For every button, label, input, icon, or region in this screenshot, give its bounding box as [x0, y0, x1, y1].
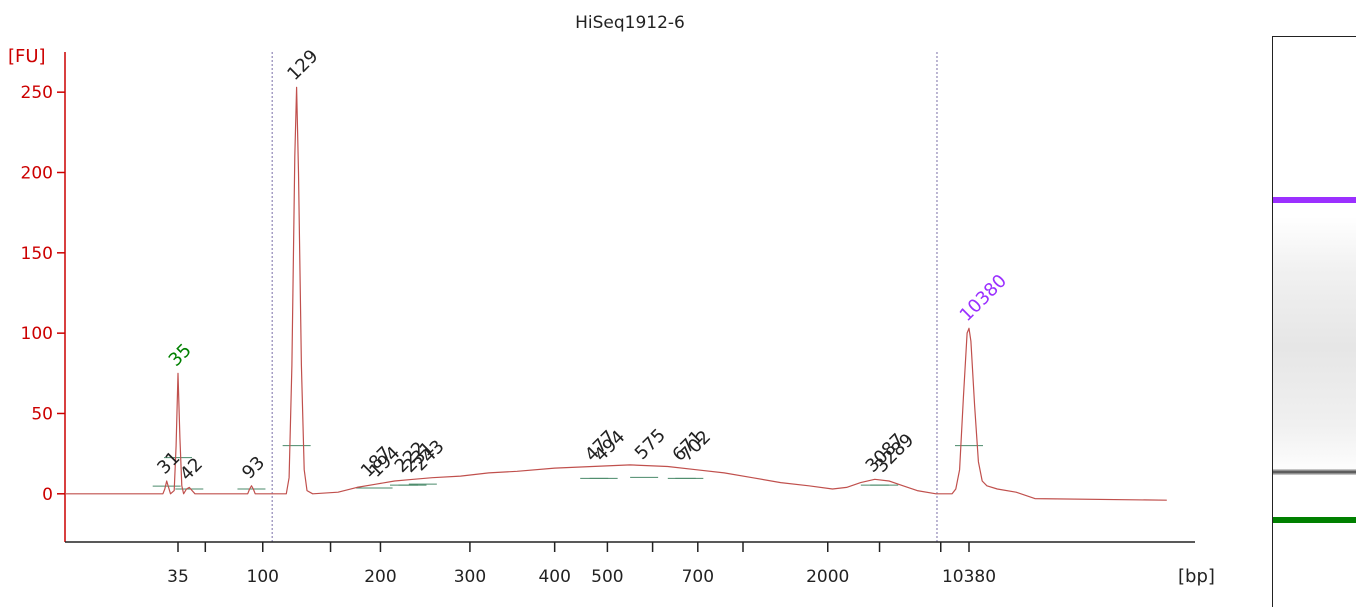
peak-label: 93	[238, 452, 269, 483]
peak-label: 10380	[956, 271, 1011, 326]
sample-band	[1273, 469, 1356, 475]
y-axis-label: [FU]	[8, 46, 46, 67]
y-tick-label: 150	[21, 244, 53, 264]
x-axis-label: [bp]	[1178, 566, 1215, 587]
trace-line	[65, 86, 1167, 501]
x-tick-label: 500	[591, 567, 623, 587]
gel-smear	[1273, 217, 1356, 477]
peak-label: 35	[165, 340, 196, 371]
y-axis-ticks: 0 50 100 150 200 250	[21, 83, 65, 505]
peak-label: 575	[631, 425, 670, 464]
y-tick-label: 200	[21, 163, 53, 183]
x-tick-label: 700	[682, 567, 714, 587]
y-tick-label: 250	[21, 83, 53, 103]
peak-label: 129	[283, 46, 322, 85]
electropherogram-chart: HiSeq1912-6 [FU] [bp] 0 50 100 150 200 250 35…	[8, 13, 1215, 587]
x-axis-ticks: 35 100 200 300 400 500 700 2000 10380	[167, 542, 996, 587]
y-tick-label: 0	[42, 485, 53, 505]
trace-series	[65, 86, 1167, 501]
peak-baselines	[152, 445, 983, 490]
y-tick-label: 100	[21, 324, 53, 344]
upper-marker-band	[1273, 197, 1356, 203]
marker-lines	[271, 52, 938, 542]
x-tick-label: 10380	[942, 567, 996, 587]
x-tick-label: 100	[247, 567, 279, 587]
x-tick-label: 35	[167, 567, 189, 587]
chart-title: HiSeq1912-6	[575, 13, 685, 33]
x-tick-label: 200	[364, 567, 396, 587]
x-tick-label: 300	[454, 567, 486, 587]
lower-marker-band	[1273, 517, 1356, 523]
gel-lane	[1272, 36, 1356, 607]
y-tick-label: 50	[31, 404, 53, 424]
x-tick-label: 400	[538, 567, 570, 587]
x-tick-label: 2000	[806, 567, 849, 587]
